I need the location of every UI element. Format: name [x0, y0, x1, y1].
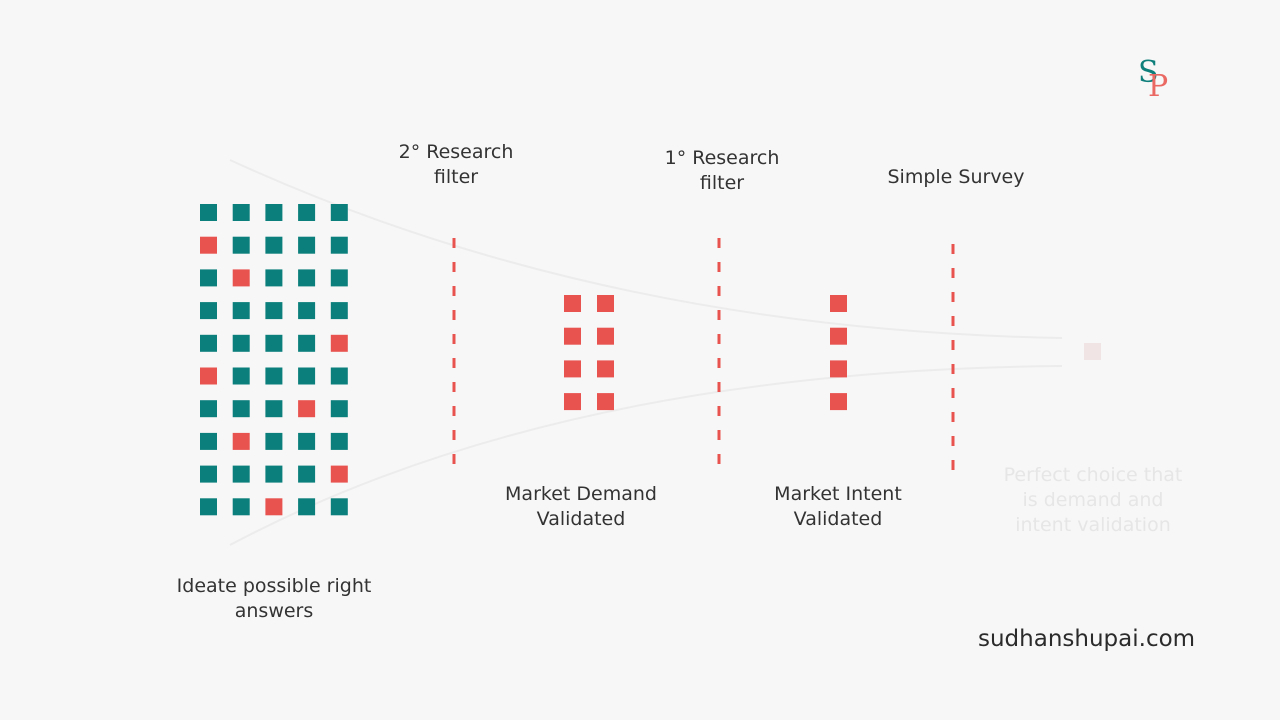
label-line: 2° Research — [398, 141, 514, 163]
idea-square — [330, 432, 348, 450]
label-line: answers — [234, 600, 314, 622]
sp-logo: S P — [1138, 58, 1174, 106]
simple-survey-label: Simple Survey — [870, 165, 1042, 190]
label-line: filter — [433, 166, 479, 188]
website-link[interactable]: sudhanshupai.com — [978, 626, 1196, 652]
demand-square — [564, 327, 581, 345]
market-intent-label: Market Intent Validated — [758, 482, 918, 532]
intent-square — [830, 393, 847, 411]
idea-square — [330, 269, 348, 287]
idea-square — [200, 269, 217, 287]
demand-square — [564, 393, 581, 411]
idea-square — [298, 465, 316, 483]
idea-square — [265, 498, 283, 516]
idea-square — [298, 204, 316, 221]
idea-square — [265, 367, 283, 385]
idea-square — [265, 432, 283, 450]
idea-square — [232, 400, 250, 418]
idea-square — [200, 432, 217, 450]
demand-square — [597, 327, 614, 345]
final-choice-square — [1084, 343, 1101, 360]
secondary-research-filter-label: 2° Research filter — [380, 140, 532, 190]
idea-square — [232, 236, 250, 254]
funnel-guide-lower — [229, 365, 1063, 546]
idea-square — [232, 367, 250, 385]
idea-square — [298, 432, 316, 450]
idea-square — [265, 465, 283, 483]
idea-square — [232, 465, 250, 483]
idea-square — [298, 498, 316, 516]
idea-square — [330, 465, 348, 483]
market-demand-label: Market Demand Validated — [486, 482, 676, 532]
idea-square — [265, 236, 283, 254]
idea-square — [298, 367, 316, 385]
idea-square — [200, 236, 217, 254]
ideate-label: Ideate possible right answers — [158, 574, 390, 624]
demand-square — [564, 360, 581, 378]
label-line: Ideate possible right — [176, 575, 372, 597]
idea-square — [298, 400, 316, 418]
idea-square — [265, 334, 283, 352]
idea-square — [265, 269, 283, 287]
idea-square — [200, 367, 217, 385]
label-line: Simple Survey — [887, 166, 1025, 188]
label-line: Perfect choice that — [1003, 464, 1183, 486]
demand-square — [597, 295, 614, 312]
idea-square — [330, 367, 348, 385]
idea-square — [232, 269, 250, 287]
label-line: intent validation — [1015, 514, 1171, 536]
idea-square — [232, 334, 250, 352]
primary-research-filter-label: 1° Research filter — [648, 146, 796, 196]
idea-square — [298, 334, 316, 352]
idea-square — [330, 400, 348, 418]
demand-square — [564, 295, 581, 312]
label-line: filter — [699, 172, 745, 194]
idea-square — [232, 432, 250, 450]
label-line: Market Demand — [505, 483, 657, 505]
demand-square — [597, 360, 614, 378]
idea-square — [330, 334, 348, 352]
logo-letter-p: P — [1148, 69, 1169, 104]
label-line: is demand and — [1022, 489, 1164, 511]
logo-letter-s: S — [1138, 55, 1159, 90]
idea-square — [330, 302, 348, 320]
idea-square — [265, 302, 283, 320]
intent-square — [830, 327, 847, 345]
idea-square — [200, 302, 217, 320]
idea-square — [200, 498, 217, 516]
idea-square — [200, 334, 217, 352]
label-line: 1° Research — [664, 147, 780, 169]
idea-square — [298, 269, 316, 287]
idea-square — [265, 400, 283, 418]
perfect-choice-label: Perfect choice that is demand and intent… — [986, 463, 1200, 538]
label-line: Validated — [793, 508, 883, 530]
demand-square — [597, 393, 614, 411]
idea-square — [265, 204, 283, 221]
idea-square — [298, 302, 316, 320]
idea-square — [330, 498, 348, 516]
idea-square — [200, 400, 217, 418]
label-line: Market Intent — [774, 483, 902, 505]
idea-square — [232, 204, 250, 221]
idea-square — [298, 236, 316, 254]
idea-square — [232, 302, 250, 320]
label-line: Validated — [536, 508, 626, 530]
idea-square — [200, 465, 217, 483]
idea-square — [330, 204, 348, 221]
intent-square — [830, 360, 847, 378]
idea-square — [200, 204, 217, 221]
intent-square — [830, 295, 847, 312]
idea-square — [330, 236, 348, 254]
idea-square — [232, 498, 250, 516]
